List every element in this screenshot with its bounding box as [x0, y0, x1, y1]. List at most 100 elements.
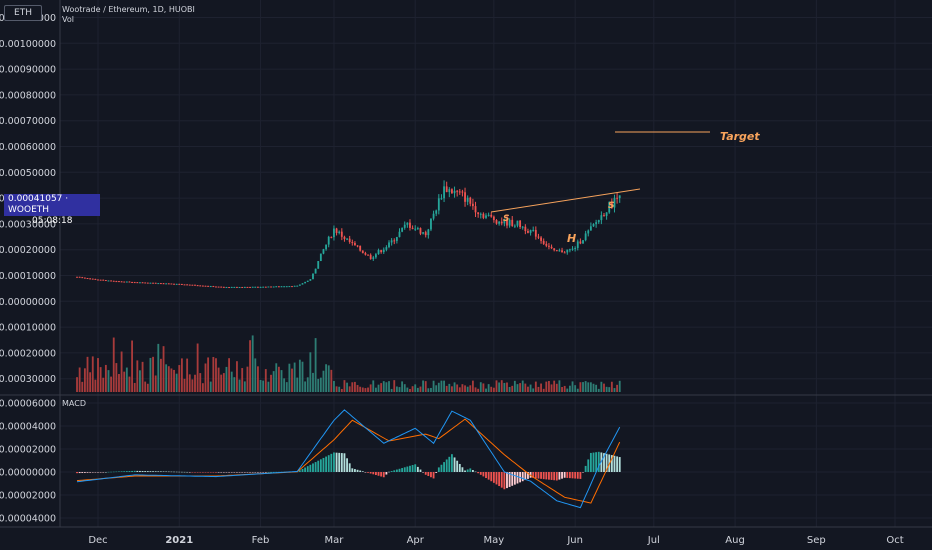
- histogram-bar: [474, 471, 477, 473]
- neckline[interactable]: [490, 188, 641, 213]
- volume-bar: [217, 367, 220, 392]
- candle-body: [110, 280, 113, 282]
- histogram-bar: [112, 471, 115, 473]
- volume-bar: [506, 382, 508, 392]
- volume-bar: [128, 376, 131, 392]
- volume-bar: [257, 366, 259, 392]
- histogram-bar: [513, 472, 516, 485]
- candle-body: [162, 283, 165, 285]
- candle-body: [241, 286, 244, 288]
- chart-title: Wootrade / Ethereum, 1D, HUOBI: [62, 5, 195, 14]
- histogram-bar: [146, 471, 149, 472]
- candle-body: [500, 221, 503, 224]
- histogram-bar: [534, 472, 537, 479]
- candle-body: [304, 281, 307, 284]
- candle-body: [406, 222, 409, 225]
- histogram-bar: [411, 465, 414, 472]
- candle-body: [170, 283, 173, 285]
- histogram-bar: [471, 470, 474, 472]
- price-tick-label: -0.00030000: [0, 374, 56, 385]
- histogram-bar: [330, 453, 333, 472]
- volume-bar: [558, 380, 561, 392]
- target-label: Target: [720, 130, 760, 143]
- histogram-bar: [361, 471, 364, 472]
- histogram-bar: [603, 453, 605, 472]
- volume-bar: [469, 385, 472, 392]
- volume-bar: [582, 382, 584, 392]
- histogram-bar: [356, 469, 359, 472]
- histogram-bar: [409, 465, 411, 472]
- volume-bar: [369, 384, 372, 392]
- candle-body: [199, 285, 202, 287]
- candle-body: [411, 227, 414, 229]
- volume-bar: [466, 386, 469, 392]
- candles: [76, 180, 621, 289]
- histogram-bar: [201, 472, 204, 473]
- volume-bar: [443, 380, 445, 392]
- volume-bar: [215, 358, 217, 392]
- candle-body: [296, 285, 299, 287]
- histogram-bar: [524, 472, 527, 481]
- histogram-bar: [374, 472, 377, 476]
- candle-body: [306, 280, 309, 282]
- price-tick-label: 0.00080000: [0, 90, 56, 101]
- candle-body: [495, 220, 498, 224]
- histogram-bar: [382, 472, 385, 478]
- histogram-bar: [495, 472, 498, 485]
- histogram-bar: [555, 472, 558, 481]
- volume-bar: [136, 360, 139, 392]
- candle-body: [188, 284, 191, 286]
- histogram-bar: [110, 471, 113, 473]
- volume-bar: [537, 386, 540, 392]
- candle-body: [445, 186, 448, 193]
- volume-bar: [154, 375, 157, 392]
- volume-bar: [306, 377, 309, 392]
- volume-bar: [597, 388, 600, 392]
- histogram-bar: [592, 452, 595, 472]
- candle-body: [618, 195, 621, 199]
- candle-body: [616, 197, 619, 199]
- candle-body: [422, 232, 425, 234]
- histogram-bar: [579, 472, 582, 479]
- candle-body: [385, 247, 388, 250]
- histogram-bar: [215, 472, 217, 473]
- candle-body: [545, 243, 548, 246]
- histogram-bar: [251, 472, 254, 473]
- histogram-bar: [346, 458, 348, 472]
- volume-bar: [603, 383, 605, 392]
- price-tick-label: 0.00070000: [0, 116, 56, 127]
- histogram-bar: [461, 467, 464, 472]
- histogram-bar: [139, 470, 141, 472]
- currency-button[interactable]: ETH: [4, 5, 42, 21]
- candle-body: [610, 202, 613, 208]
- histogram-bar: [582, 472, 584, 473]
- volume-bar: [230, 371, 233, 392]
- candle-body: [262, 286, 265, 288]
- price-tick-label: 0.00050000: [0, 168, 56, 179]
- candle-body: [374, 254, 377, 258]
- histogram-bar: [160, 471, 162, 472]
- histogram-bar: [238, 472, 241, 473]
- histogram-bar: [500, 472, 503, 488]
- volume-bar: [571, 381, 574, 392]
- volume-bar: [275, 363, 278, 392]
- candle-body: [529, 230, 532, 233]
- histogram-bar: [78, 472, 81, 474]
- candle-body: [382, 249, 385, 253]
- volume-bar: [519, 383, 522, 392]
- histogram-bar: [91, 472, 94, 473]
- time-tick-label: Apr: [407, 535, 425, 546]
- volume-bar: [453, 382, 456, 392]
- time-tick-label: Jul: [647, 535, 660, 546]
- volume-bar: [243, 381, 246, 392]
- candle-body: [325, 244, 328, 250]
- histogram-bar: [217, 472, 220, 473]
- volume-label: Vol: [62, 15, 74, 24]
- candle-body: [102, 279, 105, 281]
- histogram-bar: [312, 463, 314, 472]
- volume-bars: [76, 335, 621, 392]
- histogram-bar: [272, 471, 275, 473]
- volume-bar: [508, 386, 511, 392]
- volume-bar: [312, 372, 314, 392]
